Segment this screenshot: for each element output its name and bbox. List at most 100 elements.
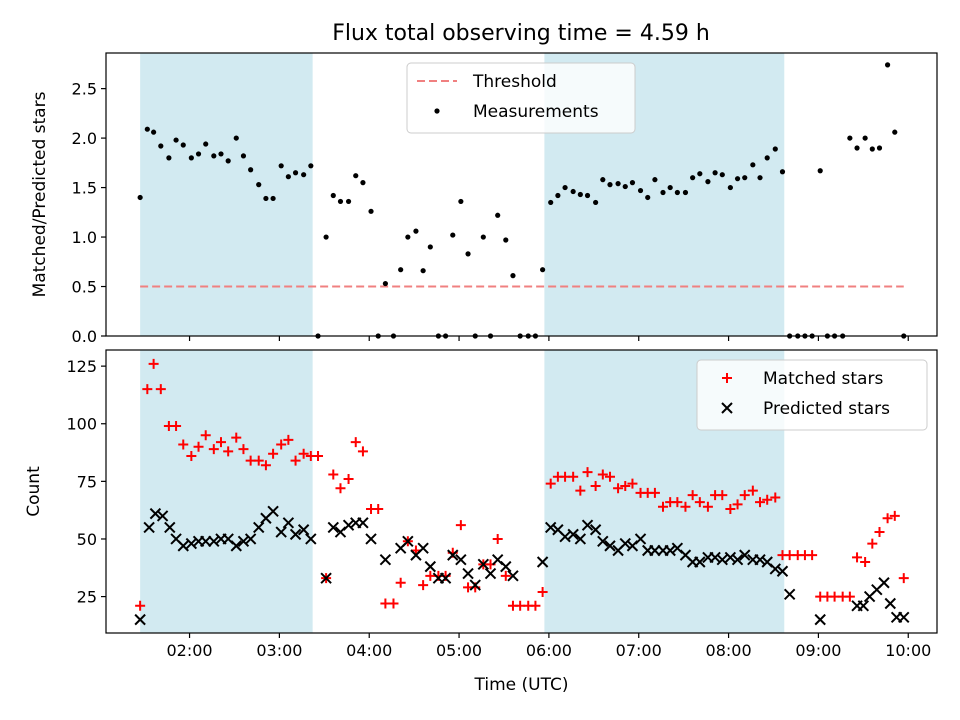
measurement-point xyxy=(548,199,554,206)
predicted-star-point xyxy=(567,528,579,541)
legend: Threshold Measurements xyxy=(406,62,636,134)
matched-star-point xyxy=(725,504,736,515)
predicted-star-point xyxy=(507,570,519,582)
measurement-point xyxy=(292,170,299,176)
predicted-star-point xyxy=(469,579,481,591)
matched-star-point xyxy=(545,478,556,489)
measurement-point xyxy=(495,212,501,218)
predicted-star-point xyxy=(455,554,467,566)
legend-label: Threshold xyxy=(472,72,557,92)
measurement-point xyxy=(682,189,689,196)
matched-star-point xyxy=(155,384,166,395)
legend-measurement-icon xyxy=(434,108,440,114)
measurement-point xyxy=(188,155,194,161)
legend-matched-icon xyxy=(722,373,732,383)
matched-star-point xyxy=(620,480,631,491)
predicted-star-point xyxy=(447,549,459,561)
matched-star-point xyxy=(357,446,368,457)
matched-star-point xyxy=(148,358,159,369)
y-tick-label: 50 xyxy=(77,530,97,549)
measurement-point xyxy=(854,145,860,151)
measurement-point xyxy=(764,155,770,161)
measurement-point xyxy=(645,194,651,201)
matched-star-point xyxy=(343,474,354,485)
matched-star-point xyxy=(142,384,153,395)
legend-label: Matched stars xyxy=(763,369,883,389)
matched-star-point xyxy=(844,591,855,602)
top-panel: 0.0 0.5 1.0 1.5 2.0 2.5 Matched/Predicted star… xyxy=(30,52,938,346)
predicted-star-point xyxy=(709,551,721,564)
measurement-point xyxy=(256,182,262,188)
measurement-point xyxy=(876,145,883,151)
matched-star-point xyxy=(672,497,683,508)
matched-star-point xyxy=(732,499,743,510)
measurement-point xyxy=(593,199,599,206)
axes-frame xyxy=(105,52,938,337)
measurement-point xyxy=(779,169,786,175)
matched-star-point xyxy=(276,439,287,450)
chart-title: Flux total observing time = 4.59 h xyxy=(332,21,710,46)
y-tick-label: 2.0 xyxy=(72,129,97,148)
predicted-star-point xyxy=(327,521,339,534)
predicted-star-point xyxy=(500,560,512,573)
predicted-star-point xyxy=(402,535,414,547)
x-tick-label: 06:00 xyxy=(526,641,572,660)
x-axis-label: Time (UTC) xyxy=(474,675,569,695)
matched-star-point xyxy=(657,501,668,512)
predicted-star-point xyxy=(439,572,452,584)
measurement-point xyxy=(697,171,703,177)
matched-star-point xyxy=(627,478,638,489)
predicted-star-point xyxy=(536,556,549,568)
axes-frame xyxy=(105,349,938,634)
predicted-star-point xyxy=(559,530,571,543)
matched-star-point xyxy=(313,451,324,462)
matched-star-point xyxy=(388,598,399,609)
measurement-point xyxy=(360,180,366,186)
measurement-point xyxy=(308,163,314,169)
matched-star-point xyxy=(373,504,384,515)
measurement-point xyxy=(719,172,725,178)
matched-star-point xyxy=(867,538,878,549)
predicted-star-point xyxy=(898,611,910,624)
x-tick-label: 10:00 xyxy=(885,641,931,660)
measurement-point xyxy=(615,181,621,187)
predicted-star-point xyxy=(305,533,317,545)
measurement-point xyxy=(353,173,359,179)
measurement-point xyxy=(173,137,179,143)
predicted-star-point xyxy=(884,597,896,610)
predicted-star-point xyxy=(724,551,737,564)
measurement-point xyxy=(420,268,426,274)
predicted-star-point xyxy=(544,521,557,534)
predicted-star-point xyxy=(253,521,265,534)
measurement-point xyxy=(225,158,231,164)
measurement-point xyxy=(540,267,546,273)
predicted-star-point xyxy=(731,554,744,566)
shaded-interval-0 xyxy=(140,53,313,336)
bottom-panel: 25 50 75 100 125 02:00 03:00 04:00 05:00 06:00 07:… xyxy=(24,349,938,695)
x-tick-label: 08:00 xyxy=(706,641,752,660)
predicted-star-point xyxy=(365,533,377,545)
measurement-point xyxy=(584,192,591,199)
matched-star-point xyxy=(649,487,660,498)
matched-star-point xyxy=(335,483,346,494)
measurement-point xyxy=(233,135,239,141)
predicted-star-point xyxy=(462,567,474,580)
measurement-point xyxy=(413,228,419,234)
measurement-point xyxy=(607,182,613,188)
predicted-star-point xyxy=(417,542,429,554)
measurement-point xyxy=(285,174,291,180)
y-tick-label: 75 xyxy=(77,472,97,491)
matched-star-point xyxy=(231,432,242,443)
matched-star-point xyxy=(186,451,197,462)
measurement-point xyxy=(203,141,209,147)
measurement-point xyxy=(180,142,186,148)
y-tick-label: 1.5 xyxy=(72,179,97,198)
predicted-star-point xyxy=(297,524,310,536)
matched-star-point xyxy=(604,471,615,482)
measurement-point xyxy=(660,189,666,196)
measurement-point xyxy=(600,177,606,183)
measurement-point xyxy=(652,177,658,183)
predicted-star-point xyxy=(776,565,789,577)
measurement-point xyxy=(166,155,172,161)
matched-star-point xyxy=(178,439,189,450)
